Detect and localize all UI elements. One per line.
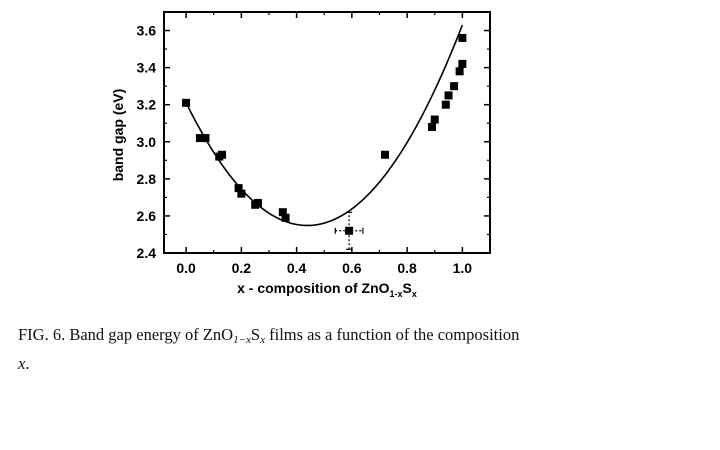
y-tick-label: 3.4 (137, 60, 157, 76)
x-tick-label: 0.6 (342, 260, 362, 276)
data-point (430, 115, 439, 124)
x-axis-label-sub2: x (412, 289, 417, 299)
x-axis-label-prefix: x - composition of ZnO (237, 280, 390, 296)
data-point (345, 226, 354, 235)
x-tick-label: 0.0 (176, 260, 196, 276)
data-point (234, 184, 243, 193)
y-tick-label: 3.0 (137, 134, 157, 150)
data-point (218, 150, 227, 159)
caption-text-after: films as a function of the composition (264, 325, 520, 344)
data-point (281, 213, 290, 222)
y-tick-label: 3.2 (137, 97, 157, 113)
caption-mid: S (250, 325, 261, 344)
data-point (458, 59, 467, 68)
figure-caption: FIG. 6. Band gap energy of ZnO1−xSx film… (18, 323, 618, 375)
plot-frame (163, 11, 491, 254)
data-points (182, 33, 467, 250)
y-tick-label: 3.6 (137, 23, 157, 39)
caption-figure-label: FIG. 6. (18, 325, 66, 344)
data-point (450, 82, 459, 91)
y-tick-label: 2.8 (137, 171, 157, 187)
data-point (201, 134, 210, 143)
fit-curve (185, 24, 464, 227)
data-point (195, 134, 204, 143)
caption-last-line: x (18, 354, 26, 373)
y-tick-label: 2.4 (137, 245, 157, 261)
x-axis-label-mid: S (403, 280, 412, 296)
data-point (253, 198, 262, 207)
axes: 0.0 0.2 0.4 0.6 0.8 1.0 2.4 2.6 2.8 3.0 3.2 3.4 3.6 (137, 11, 491, 276)
data-point (444, 91, 453, 100)
caption-text-before: Band gap energy of ZnO (69, 325, 234, 344)
x-tick-label: 0.4 (287, 260, 307, 276)
y-axis-label: band gap (eV) (110, 89, 126, 182)
x-tick-label: 0.8 (397, 260, 417, 276)
data-point (182, 98, 191, 107)
data-point (441, 100, 450, 109)
x-axis-label-sub1: 1-x (390, 289, 403, 299)
data-point (237, 189, 246, 198)
data-point (278, 208, 287, 217)
data-point (458, 33, 467, 42)
caption-sub1: 1−x (233, 334, 251, 346)
data-point (381, 150, 390, 159)
caption-sub2: x (260, 334, 265, 346)
data-point (455, 67, 464, 76)
y-tick-label: 2.6 (137, 208, 157, 224)
x-tick-label: 0.2 (232, 260, 252, 276)
fit-curve-line (185, 24, 464, 227)
x-tick-label: 1.0 (453, 260, 473, 276)
x-axis-label: x - composition of ZnO1-xSx (237, 280, 417, 299)
data-point (427, 122, 436, 131)
caption-end: . (25, 354, 30, 373)
